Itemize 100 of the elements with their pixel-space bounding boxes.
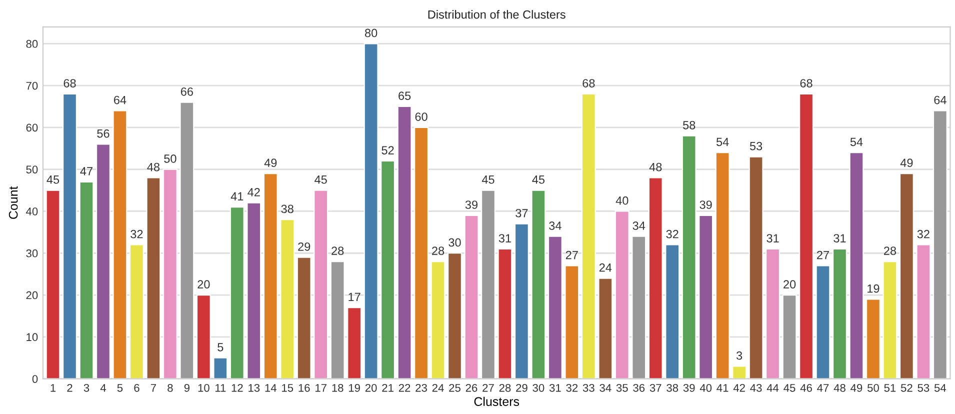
x-tick-label: 6 — [134, 384, 140, 392]
x-tick-label: 15 — [282, 384, 294, 392]
bar — [480, 190, 496, 379]
bar — [129, 244, 144, 379]
x-axis-title: Clusters — [474, 396, 520, 406]
bar — [46, 190, 60, 379]
x-tick-label: 24 — [432, 384, 444, 392]
data-label: 54 — [716, 138, 729, 146]
x-tick-label: 32 — [566, 384, 578, 392]
x-tick-label: 21 — [382, 384, 394, 392]
data-label: 49 — [900, 158, 913, 168]
bar — [263, 172, 278, 379]
bar — [832, 248, 847, 379]
bar — [296, 256, 312, 379]
x-tick-label: 44 — [766, 384, 779, 392]
x-tick-label: 41 — [716, 384, 728, 392]
y-axis-title: Count — [8, 186, 18, 219]
y-tick-label: 60 — [26, 124, 38, 132]
x-tick-label: 49 — [850, 384, 862, 392]
data-label: 50 — [164, 154, 176, 163]
x-tick-label: 28 — [499, 384, 511, 392]
bar — [632, 236, 646, 379]
x-tick-label: 12 — [232, 384, 243, 392]
x-tick-label: 42 — [733, 384, 745, 392]
bar — [932, 110, 948, 379]
bar — [347, 307, 362, 379]
x-tick-label: 11 — [215, 384, 226, 392]
data-label: 20 — [198, 280, 210, 289]
x-tick-label: 46 — [800, 384, 812, 392]
bar — [498, 248, 512, 379]
y-tick-label: 80 — [26, 40, 38, 48]
bar — [162, 168, 178, 379]
data-label: 65 — [398, 92, 411, 100]
data-label: 64 — [934, 96, 946, 104]
data-label: 5 — [218, 343, 224, 352]
bar — [180, 102, 194, 379]
y-tick-label: 40 — [26, 208, 38, 216]
bar — [364, 43, 378, 379]
data-label: 20 — [784, 280, 796, 289]
x-tick-label: 18 — [332, 384, 344, 392]
bar — [866, 298, 880, 379]
x-tick-label: 3 — [84, 384, 90, 392]
data-label: 58 — [683, 120, 696, 130]
data-label: 27 — [817, 250, 829, 260]
data-label: 38 — [281, 204, 294, 214]
bar — [748, 156, 764, 379]
x-tick-label: 2 — [67, 384, 72, 392]
data-label: 39 — [700, 200, 712, 209]
x-tick-label: 36 — [633, 384, 645, 392]
y-tick-label: 0 — [32, 375, 38, 383]
data-label: 47 — [80, 167, 92, 176]
bar — [564, 265, 580, 379]
bar — [430, 260, 446, 379]
data-label: 3 — [736, 351, 742, 360]
y-tick-label: 30 — [26, 249, 38, 258]
data-label: 45 — [314, 176, 327, 184]
data-label: 17 — [348, 292, 360, 301]
data-label: 29 — [298, 242, 310, 251]
bar — [799, 93, 814, 379]
x-tick-label: 35 — [616, 384, 628, 392]
bar — [96, 144, 110, 379]
x-tick-label: 4 — [100, 384, 106, 392]
x-tick-label: 45 — [784, 384, 796, 392]
bar — [916, 244, 931, 379]
bar — [698, 214, 714, 379]
bar — [62, 93, 78, 379]
bar — [665, 244, 680, 379]
bar — [715, 152, 730, 379]
data-label: 28 — [432, 246, 444, 256]
data-label: 31 — [498, 234, 511, 242]
y-tick-label: 70 — [26, 82, 38, 90]
data-label: 68 — [582, 79, 595, 88]
y-tick-label: 10 — [26, 333, 38, 342]
bar — [899, 172, 914, 379]
bar — [230, 206, 244, 379]
x-tick-label: 23 — [416, 384, 427, 392]
data-label: 30 — [448, 238, 461, 247]
data-label: 28 — [884, 246, 896, 256]
bar — [648, 177, 663, 379]
bar — [766, 248, 780, 379]
bar — [682, 135, 696, 379]
bar — [79, 181, 94, 379]
bar — [146, 177, 161, 379]
x-tick-label: 31 — [549, 384, 561, 392]
bar — [196, 294, 211, 379]
data-label: 37 — [516, 208, 528, 218]
x-tick-label: 30 — [532, 384, 544, 392]
bar — [213, 357, 228, 379]
x-tick-label: 13 — [248, 384, 260, 392]
bar — [816, 265, 830, 379]
x-tick-label: 27 — [482, 384, 494, 392]
x-tick-label: 51 — [884, 384, 896, 392]
data-label: 39 — [465, 200, 478, 209]
bar — [882, 260, 898, 379]
data-label: 31 — [766, 234, 779, 242]
bar — [112, 110, 128, 379]
data-label: 27 — [566, 250, 578, 260]
data-label: 49 — [264, 158, 277, 168]
x-tick-label: 37 — [650, 384, 662, 392]
x-tick-label: 17 — [316, 384, 326, 392]
